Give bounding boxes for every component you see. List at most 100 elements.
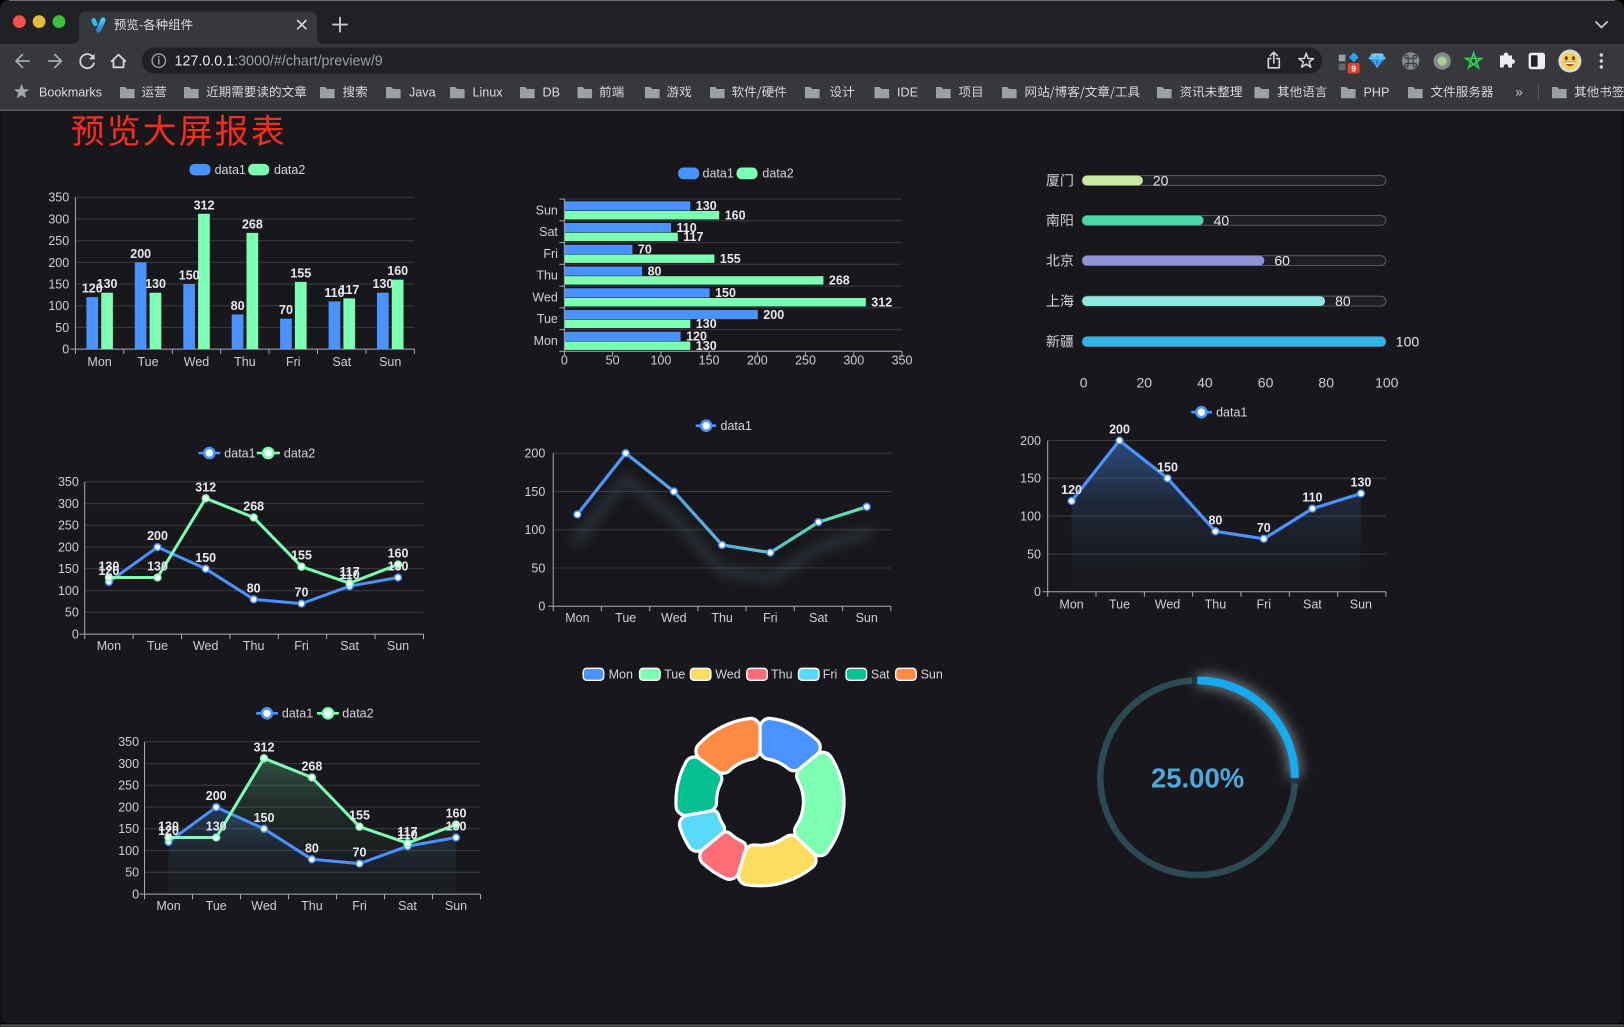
svg-text:DB: DB	[543, 85, 561, 99]
svg-text:0: 0	[561, 354, 568, 368]
svg-text:150: 150	[179, 269, 200, 283]
svg-text:data2: data2	[274, 163, 305, 177]
svg-text:150: 150	[254, 811, 275, 825]
svg-text:data2: data2	[342, 707, 373, 721]
svg-text:Thu: Thu	[243, 639, 265, 653]
svg-text:Mon: Mon	[609, 668, 633, 682]
svg-text:350: 350	[48, 191, 69, 205]
svg-text:0: 0	[72, 628, 79, 642]
svg-text:160: 160	[446, 807, 467, 821]
svg-text:Tue: Tue	[537, 312, 558, 326]
svg-text:80: 80	[648, 264, 662, 278]
svg-text:Fri: Fri	[1257, 598, 1272, 612]
svg-text:Tue: Tue	[147, 639, 168, 653]
svg-text:0: 0	[1080, 374, 1088, 390]
svg-text:70: 70	[1257, 521, 1271, 535]
svg-text:Mon: Mon	[87, 355, 111, 369]
svg-text:60: 60	[1258, 374, 1274, 390]
svg-text:Thu: Thu	[1205, 598, 1227, 612]
svg-text:Sat: Sat	[332, 355, 351, 369]
svg-text:Wed: Wed	[1155, 598, 1181, 612]
svg-text:117: 117	[340, 565, 360, 579]
svg-text:Tue: Tue	[615, 611, 636, 625]
svg-text:Thu: Thu	[771, 668, 793, 682]
svg-text:Fri: Fri	[352, 899, 367, 913]
svg-text:100: 100	[48, 299, 69, 313]
svg-text:Mon: Mon	[534, 334, 558, 348]
svg-text:Wed: Wed	[184, 355, 210, 369]
svg-text:Sat: Sat	[539, 225, 558, 239]
svg-text:110: 110	[397, 828, 417, 842]
svg-text:127.0.0.1:3000/#/chart/preview: 127.0.0.1:3000/#/chart/preview/9	[175, 53, 383, 69]
svg-text:Fri: Fri	[286, 355, 301, 369]
svg-text:40: 40	[1197, 374, 1213, 390]
svg-text:0: 0	[1034, 585, 1041, 599]
svg-text:200: 200	[118, 801, 139, 815]
svg-text:0: 0	[538, 600, 545, 614]
svg-text:300: 300	[58, 497, 79, 511]
svg-text:200: 200	[48, 256, 69, 270]
svg-text:60: 60	[1274, 253, 1290, 269]
svg-text:Sun: Sun	[1350, 598, 1372, 612]
svg-text:70: 70	[638, 243, 652, 257]
svg-text:130: 130	[696, 199, 717, 213]
svg-text:110: 110	[677, 221, 697, 235]
svg-text:50: 50	[125, 866, 139, 880]
svg-text:50: 50	[531, 561, 545, 575]
svg-text:Bookmarks: Bookmarks	[39, 85, 102, 99]
svg-text:Tue: Tue	[664, 668, 685, 682]
svg-text:0: 0	[132, 888, 139, 902]
svg-text:120: 120	[686, 330, 707, 344]
svg-text:50: 50	[65, 606, 79, 620]
svg-text:Sat: Sat	[809, 611, 828, 625]
svg-text:130: 130	[696, 317, 717, 331]
svg-text:Wed: Wed	[715, 668, 741, 682]
svg-text:130: 130	[206, 820, 227, 834]
svg-text:200: 200	[1020, 434, 1041, 448]
svg-text:Mon: Mon	[565, 611, 589, 625]
svg-text:Linux: Linux	[473, 85, 504, 99]
svg-text:100: 100	[1375, 374, 1399, 390]
svg-text:data1: data1	[1216, 406, 1247, 420]
svg-text:200: 200	[763, 308, 784, 322]
svg-text:268: 268	[829, 274, 850, 288]
svg-text:data1: data1	[721, 419, 752, 433]
svg-text:200: 200	[1109, 423, 1130, 437]
svg-text:Sun: Sun	[921, 668, 943, 682]
svg-text:300: 300	[118, 757, 139, 771]
svg-text:Sat: Sat	[340, 639, 359, 653]
svg-text:312: 312	[194, 198, 215, 212]
svg-text:300: 300	[48, 212, 69, 226]
svg-text:Mon: Mon	[156, 899, 180, 913]
svg-text:155: 155	[290, 266, 311, 280]
svg-text:160: 160	[725, 209, 746, 223]
svg-text:data1: data1	[703, 167, 734, 181]
svg-text:Tue: Tue	[137, 355, 158, 369]
svg-text:Sun: Sun	[379, 355, 401, 369]
svg-text:200: 200	[524, 447, 545, 461]
svg-text:110: 110	[324, 286, 344, 300]
svg-text:250: 250	[118, 779, 139, 793]
svg-text:117: 117	[397, 825, 417, 839]
svg-text:150: 150	[48, 277, 69, 291]
svg-text:350: 350	[892, 354, 913, 368]
svg-text:80: 80	[231, 299, 245, 313]
svg-text:IDE: IDE	[897, 85, 918, 99]
svg-text:110: 110	[340, 568, 360, 582]
svg-text:Wed: Wed	[661, 611, 687, 625]
svg-text:130: 130	[98, 560, 119, 574]
svg-text:120: 120	[158, 824, 179, 838]
svg-text:Fri: Fri	[763, 611, 778, 625]
svg-text:250: 250	[58, 519, 79, 533]
svg-text:268: 268	[301, 760, 322, 774]
svg-text:130: 130	[97, 277, 118, 291]
svg-text:data2: data2	[762, 167, 793, 181]
svg-text:Sat: Sat	[1303, 598, 1322, 612]
svg-text:70: 70	[353, 846, 367, 860]
svg-text:Thu: Thu	[536, 269, 558, 283]
svg-text:Thu: Thu	[301, 899, 323, 913]
svg-text:Mon: Mon	[1059, 598, 1083, 612]
svg-text:268: 268	[243, 500, 264, 514]
svg-text:data1: data1	[215, 163, 246, 177]
svg-text:Sun: Sun	[387, 639, 409, 653]
